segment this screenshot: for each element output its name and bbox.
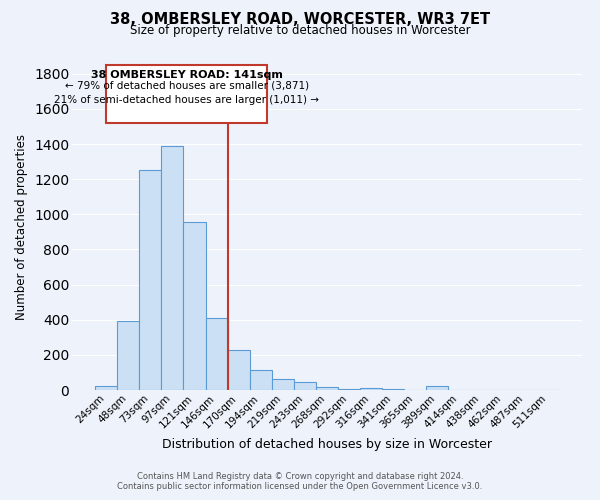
- Bar: [139, 170, 161, 390]
- Bar: [360, 388, 382, 390]
- Text: 38, OMBERSLEY ROAD, WORCESTER, WR3 7ET: 38, OMBERSLEY ROAD, WORCESTER, WR3 7ET: [110, 12, 490, 28]
- Text: 38 OMBERSLEY ROAD: 141sqm: 38 OMBERSLEY ROAD: 141sqm: [91, 70, 283, 81]
- Bar: [382, 388, 404, 390]
- Y-axis label: Number of detached properties: Number of detached properties: [16, 134, 28, 320]
- Bar: [184, 222, 206, 390]
- Text: Size of property relative to detached houses in Worcester: Size of property relative to detached ho…: [130, 24, 470, 37]
- Bar: [427, 386, 448, 390]
- Bar: [338, 388, 360, 390]
- Bar: [227, 350, 250, 390]
- Bar: [250, 370, 272, 390]
- Text: 21% of semi-detached houses are larger (1,011) →: 21% of semi-detached houses are larger (…: [55, 95, 319, 105]
- Bar: [206, 318, 227, 390]
- Text: ← 79% of detached houses are smaller (3,871): ← 79% of detached houses are smaller (3,…: [65, 81, 309, 91]
- Text: Contains public sector information licensed under the Open Government Licence v3: Contains public sector information licen…: [118, 482, 482, 491]
- Bar: [272, 378, 294, 390]
- Bar: [117, 322, 139, 390]
- X-axis label: Distribution of detached houses by size in Worcester: Distribution of detached houses by size …: [162, 438, 492, 451]
- FancyBboxPatch shape: [106, 65, 268, 123]
- Text: Contains HM Land Registry data © Crown copyright and database right 2024.: Contains HM Land Registry data © Crown c…: [137, 472, 463, 481]
- Bar: [294, 382, 316, 390]
- Bar: [95, 386, 117, 390]
- Bar: [161, 146, 184, 390]
- Bar: [316, 388, 338, 390]
